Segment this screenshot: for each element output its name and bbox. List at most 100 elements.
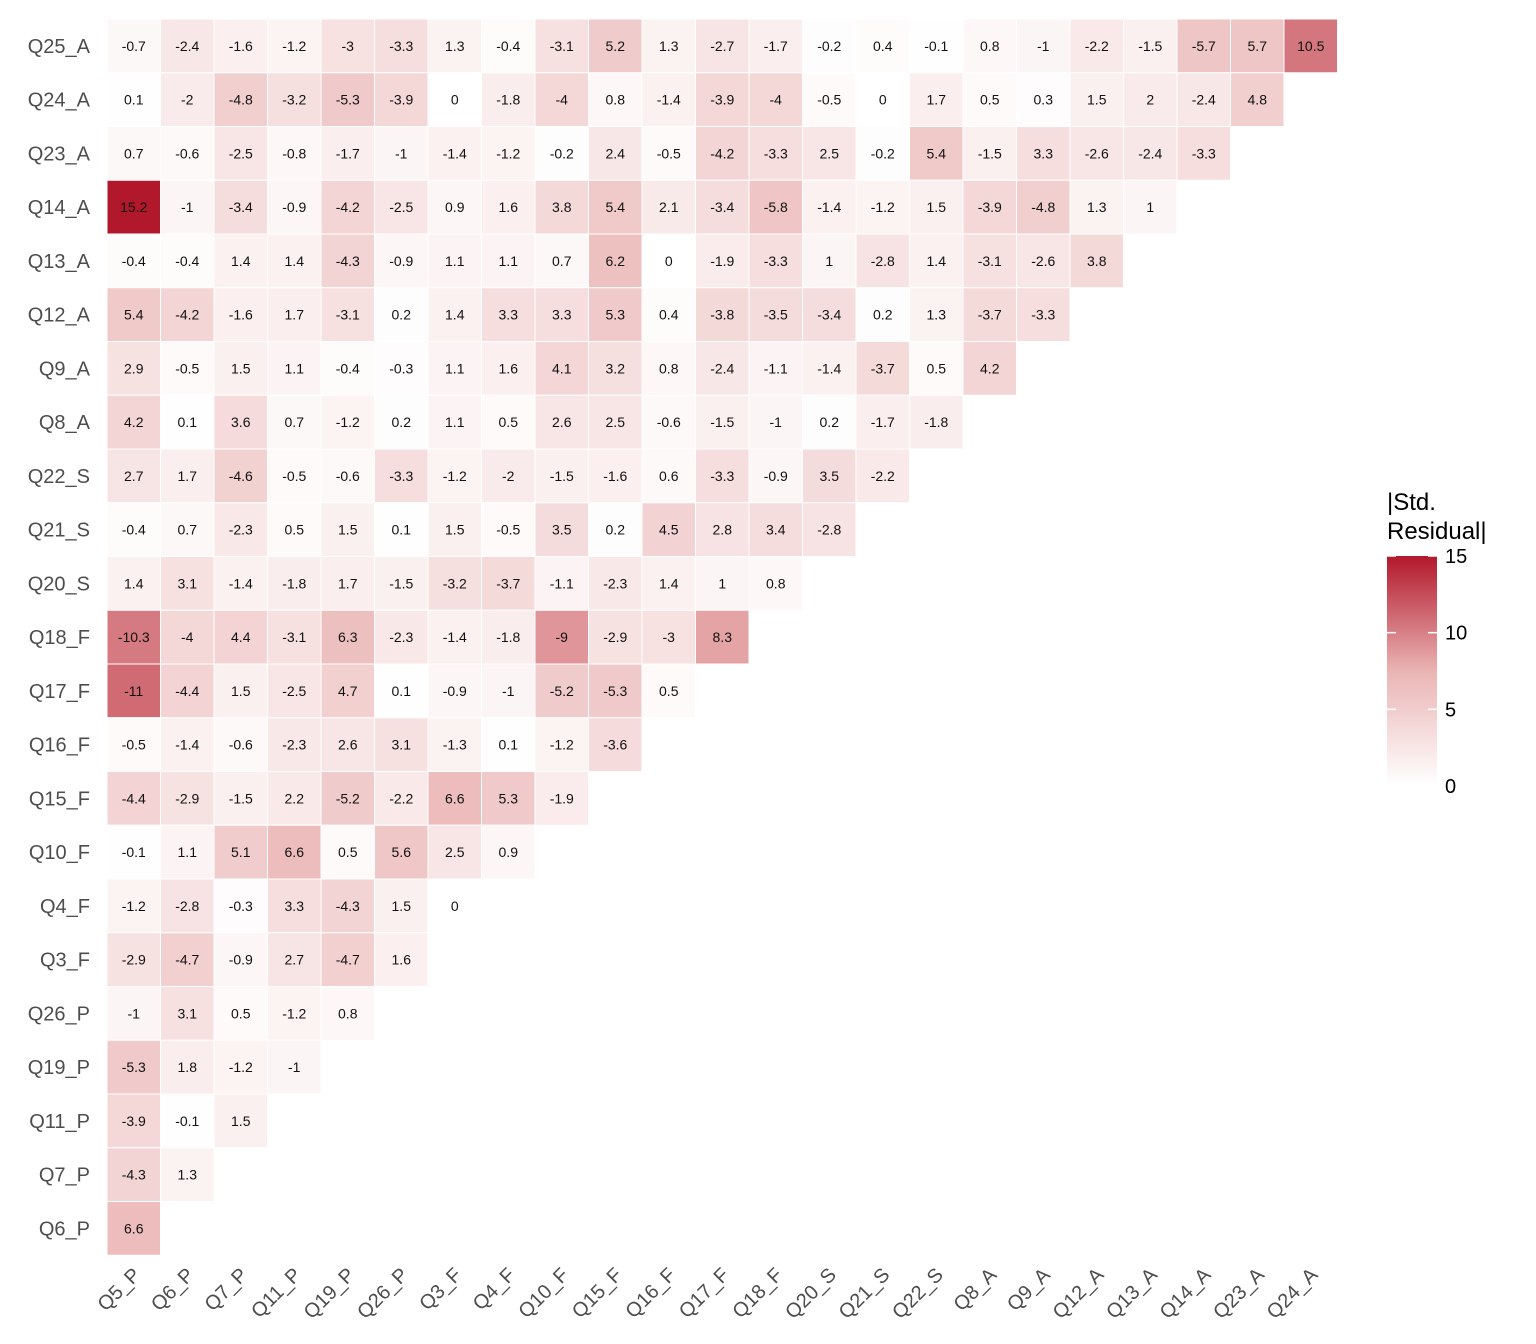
heatmap-cell xyxy=(213,179,268,235)
x-tick-label: Q15_F xyxy=(568,1264,627,1323)
y-tick-label: Q21_S xyxy=(28,520,90,542)
cell-value-label: 1.7 xyxy=(338,575,358,591)
cell-value-label: 1.1 xyxy=(445,253,465,269)
heatmap-cell xyxy=(320,502,375,557)
y-tick-label: Q15_F xyxy=(29,788,90,810)
cell-value-label: -3 xyxy=(663,629,676,645)
cell-value-label: -1.7 xyxy=(871,414,895,430)
heatmap-cell xyxy=(1123,179,1178,235)
y-tick-label: Q3_F xyxy=(40,950,90,972)
heatmap-cell xyxy=(160,1093,215,1149)
cell-value-label: -1.5 xyxy=(550,468,574,484)
heatmap-cell xyxy=(106,502,161,557)
heatmap-cell xyxy=(481,717,536,772)
heatmap-cell xyxy=(855,448,910,504)
heatmap-cell xyxy=(320,932,375,987)
cell-value-label: 1 xyxy=(718,575,726,591)
cell-value-label: -1.4 xyxy=(443,629,467,645)
heatmap-cell xyxy=(160,179,215,235)
cell-value-label: 1.5 xyxy=(927,199,947,215)
cell-value-label: 1.5 xyxy=(231,360,251,376)
heatmap-cell xyxy=(481,556,536,611)
y-tick-label: Q4_F xyxy=(40,896,90,918)
cell-value-label: 0.8 xyxy=(766,575,786,591)
legend-title-line-1: |Std. xyxy=(1387,489,1436,516)
cell-value-label: 1.3 xyxy=(659,38,679,54)
cell-value-label: 1.7 xyxy=(285,307,305,323)
cell-value-label: -3.9 xyxy=(389,92,413,108)
cell-value-label: -1.4 xyxy=(175,737,199,753)
heatmap-cell xyxy=(106,1201,161,1256)
cell-value-label: 0.9 xyxy=(499,844,519,860)
cell-value-label: 5.1 xyxy=(231,844,251,860)
heatmap-cell xyxy=(213,233,268,289)
cell-value-label: -0.3 xyxy=(229,898,253,914)
cell-value-label: -1.9 xyxy=(710,253,734,269)
cell-value-label: 0.1 xyxy=(499,737,519,753)
cell-value-label: -3.3 xyxy=(1031,307,1055,323)
cell-value-label: 5.4 xyxy=(124,307,144,323)
heatmap-cell xyxy=(962,233,1017,289)
heatmap-cell xyxy=(534,717,589,772)
cell-value-label: 1.3 xyxy=(178,1167,198,1183)
heatmap-cell xyxy=(1069,179,1124,235)
cell-value-label: -1 xyxy=(181,199,194,215)
cell-value-label: -1.6 xyxy=(603,468,627,484)
cell-value-label: -1.4 xyxy=(817,360,841,376)
heatmap-cell xyxy=(374,824,429,880)
heatmap-cell xyxy=(802,126,857,181)
y-tick-label: Q20_S xyxy=(28,573,90,595)
cell-value-label: -0.9 xyxy=(282,199,306,215)
y-tick-label: Q17_F xyxy=(29,681,90,703)
cell-value-label: -1 xyxy=(1037,38,1050,54)
cell-value-label: -4.2 xyxy=(336,199,360,215)
x-tick-label: Q13_A xyxy=(1102,1264,1162,1324)
y-tick-label: Q7_P xyxy=(39,1165,90,1187)
cell-value-label: -2.5 xyxy=(229,145,253,161)
heatmap-cell xyxy=(267,986,322,1041)
heatmap-cell xyxy=(160,233,215,289)
heatmap-cell xyxy=(374,663,429,719)
x-tick-label: Q11_P xyxy=(247,1264,306,1323)
cell-value-label: 1.4 xyxy=(231,253,251,269)
heatmap-cell xyxy=(427,717,482,772)
cell-value-label: -0.7 xyxy=(122,38,146,54)
heatmap-cell xyxy=(160,502,215,557)
cell-value-label: -5.3 xyxy=(603,683,627,699)
heatmap-cell xyxy=(695,394,750,450)
cell-value-label: 0.5 xyxy=(285,522,305,538)
cell-value-label: -1 xyxy=(288,1059,301,1075)
heatmap-cell xyxy=(534,126,589,181)
cell-value-label: -1.5 xyxy=(389,575,413,591)
cell-value-label: 1.4 xyxy=(927,253,947,269)
cell-value-label: 2.1 xyxy=(659,199,679,215)
x-tick-label: Q14_A xyxy=(1156,1264,1216,1324)
heatmap-cell xyxy=(160,986,215,1041)
heatmap-cell xyxy=(427,179,482,235)
heatmap-cell xyxy=(374,502,429,557)
cell-value-label: -3.3 xyxy=(764,145,788,161)
cell-value-label: 1.5 xyxy=(1087,92,1107,108)
cell-value-label: 1.6 xyxy=(392,952,412,968)
heatmap-cell xyxy=(588,663,643,719)
cell-value-label: 0.2 xyxy=(392,307,412,323)
heatmap-cell xyxy=(641,556,696,611)
cell-value-label: -3.1 xyxy=(336,307,360,323)
heatmap-cell xyxy=(374,932,429,987)
heatmap-cell xyxy=(641,502,696,557)
cell-value-label: 1.5 xyxy=(392,898,412,914)
cell-value-label: -4.2 xyxy=(175,307,199,323)
cell-value-label: 1.7 xyxy=(178,468,198,484)
heatmap-cell xyxy=(588,287,643,342)
cell-value-label: -4 xyxy=(181,629,194,645)
heatmap-cell xyxy=(320,986,375,1041)
cell-value-label: -2.9 xyxy=(603,629,627,645)
cell-value-label: 1 xyxy=(1146,199,1154,215)
heatmap-cell xyxy=(374,771,429,826)
cell-value-label: 0.2 xyxy=(873,307,893,323)
cell-value-label: -5.8 xyxy=(764,199,788,215)
cell-value-label: -4.3 xyxy=(336,253,360,269)
heatmap-cell xyxy=(588,394,643,450)
heatmap-cell xyxy=(855,394,910,450)
cell-value-label: -2.9 xyxy=(122,952,146,968)
